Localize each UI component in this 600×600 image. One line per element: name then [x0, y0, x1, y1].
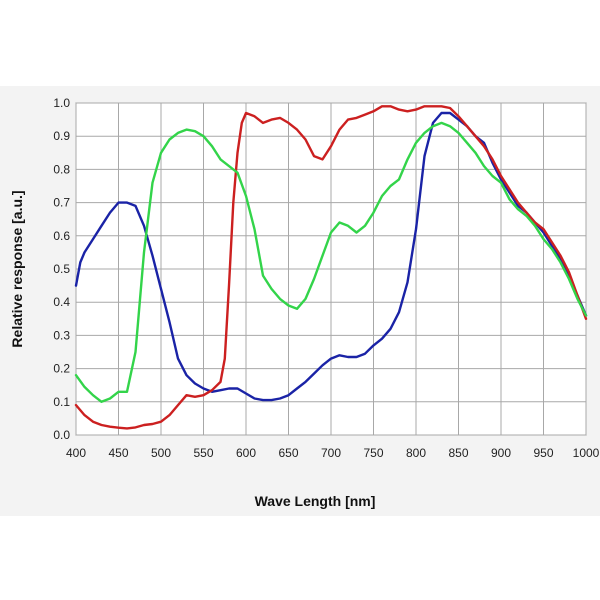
y-tick-label: 0.4: [53, 295, 70, 309]
y-axis-title: Relative response [a.u.]: [9, 190, 25, 347]
y-tick-label: 0.7: [53, 196, 70, 210]
blue-response-curve: [74, 111, 588, 402]
x-tick-labels: 400 450 500 550 600 650 700 750 800 850 900 950 1000: [66, 446, 600, 460]
y-tick-label: 0.9: [53, 129, 70, 143]
x-tick-label: 550: [193, 446, 213, 460]
x-tick-label: 500: [151, 446, 171, 460]
series-group: [74, 105, 588, 430]
x-tick-label: 1000: [573, 446, 600, 460]
x-tick-label: 400: [66, 446, 86, 460]
x-tick-label: 800: [406, 446, 426, 460]
y-tick-label: 0.1: [53, 395, 70, 409]
green-response-curve: [74, 121, 588, 403]
x-tick-label: 450: [108, 446, 128, 460]
chart-panel: 400 450 500 550 600 650 700 750 800 850 900 950 1000…: [0, 86, 600, 516]
x-tick-label: 750: [363, 446, 383, 460]
y-tick-label: 0.0: [53, 428, 70, 442]
x-tick-label: 700: [321, 446, 341, 460]
response-chart: 400 450 500 550 600 650 700 750 800 850 900 950 1000…: [9, 96, 600, 509]
y-tick-label: 0.6: [53, 229, 70, 243]
x-tick-label: 950: [533, 446, 553, 460]
x-tick-label: 650: [278, 446, 298, 460]
y-tick-label: 1.0: [53, 96, 70, 110]
x-axis-title: Wave Length [nm]: [255, 493, 376, 509]
x-tick-label: 600: [236, 446, 256, 460]
y-tick-labels: 0.0 0.1 0.2 0.3 0.4 0.5 0.6 0.7 0.8 0.9 1.0: [53, 96, 70, 442]
red-response-curve: [74, 105, 588, 430]
x-tick-label: 850: [448, 446, 468, 460]
y-tick-label: 0.2: [53, 362, 70, 376]
x-tick-label: 900: [491, 446, 511, 460]
y-tick-label: 0.8: [53, 162, 70, 176]
y-tick-label: 0.5: [53, 262, 70, 276]
grid: [75, 102, 587, 436]
y-tick-label: 0.3: [53, 328, 70, 342]
